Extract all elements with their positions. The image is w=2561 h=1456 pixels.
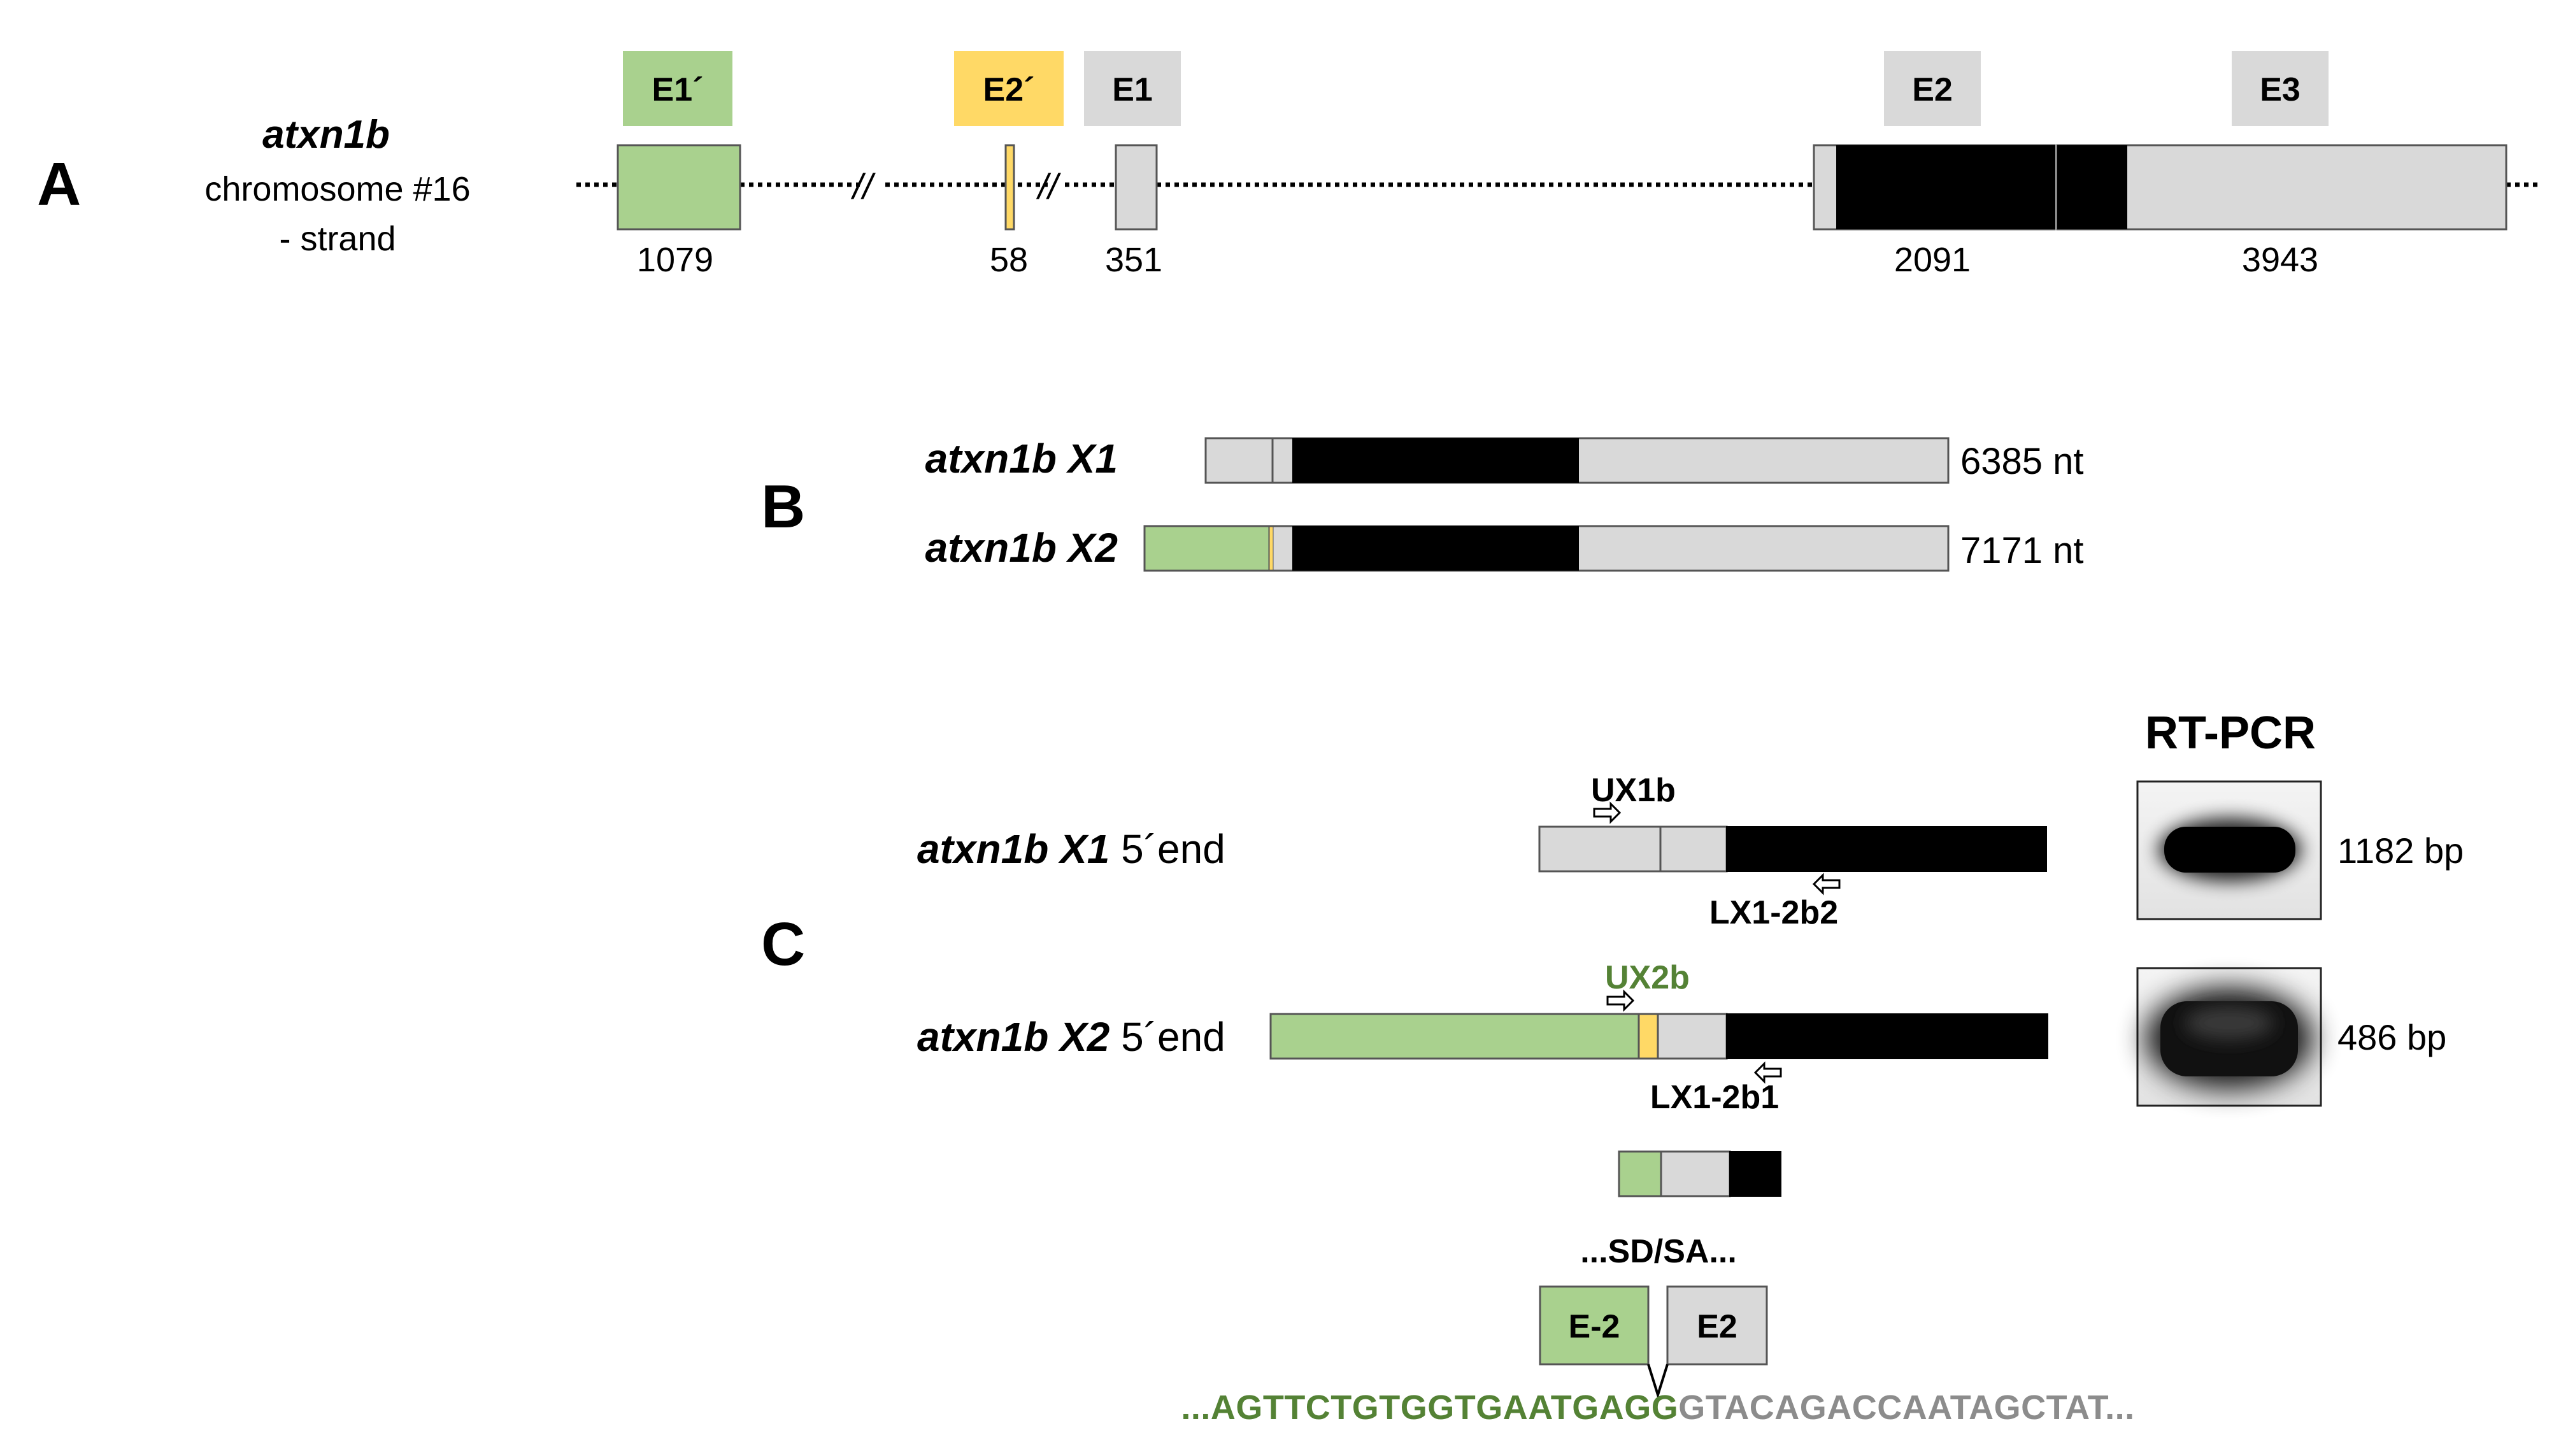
transcript-x2-e1prime	[1143, 525, 1271, 572]
junction-zoom-green	[1618, 1150, 1662, 1197]
splice-junction-caret	[1647, 1364, 1669, 1399]
panel-a-letter: A	[37, 150, 81, 218]
row-x1-utr-exon2	[1659, 825, 1728, 873]
panel-b: B atxn1b X1 6385 nt atxn1b X2 7171 nt	[761, 436, 2084, 572]
rt-pcr-title: RT-PCR	[2145, 708, 2316, 759]
junction-zoom-gray	[1660, 1150, 1731, 1197]
panel-b-letter: B	[761, 473, 805, 541]
transcript-x1-length: 6385 nt	[1960, 441, 2084, 482]
exon-e1-tag	[1084, 51, 1181, 126]
exon-e1-length: 351	[1105, 241, 1162, 279]
gel-band-x2-size: 486 bp	[2337, 1017, 2446, 1057]
primer-ux2b-label: UX2b	[1605, 959, 1690, 996]
gel-band-x1	[2164, 827, 2295, 873]
primer-ux1b-arrow-icon	[1593, 801, 1622, 824]
gel-band-x1-size: 1182 bp	[2337, 831, 2464, 871]
row-x1-name: atxn1b X1 5´end	[917, 826, 1225, 872]
exon-e1prime-label: E1´	[652, 71, 704, 108]
exon-e2-cds	[1836, 145, 2055, 229]
exon-e3-box	[2056, 144, 2507, 231]
junction-zoom-cds	[1729, 1151, 1781, 1197]
exon-e2prime-label: E2´	[983, 71, 1035, 108]
row-x2-e2prime	[1637, 1013, 1659, 1060]
row-x2-name: atxn1b X2 5´end	[917, 1014, 1225, 1060]
exon-e3-cds	[2057, 145, 2127, 229]
exon-e3-label: E3	[2260, 71, 2301, 108]
transcript-x1-cds	[1292, 438, 1579, 483]
row-x1-cds	[1726, 826, 2047, 872]
row-x2-e1prime	[1269, 1013, 1640, 1060]
exon-e2prime-box	[1004, 144, 1015, 231]
panel-c-letter: C	[761, 910, 805, 978]
sequence-exon-e-2: ...AGTTCTGTGGTGAATGAGG	[1181, 1388, 1678, 1427]
row-x1-suffix: 5´end	[1109, 826, 1225, 872]
row-x2-cds	[1726, 1013, 2048, 1059]
junction-exon-e-2-label: E-2	[1569, 1308, 1620, 1345]
panel-c: C RT-PCR atxn1b X1 5´end UX1b LX1-2b2 11…	[761, 708, 2464, 1427]
transcript-x2-cds	[1292, 526, 1579, 571]
exon-e2-tag	[1884, 51, 1981, 126]
row-x1-utr-exon1	[1538, 825, 1662, 873]
primer-ux2b-arrow-icon	[1606, 989, 1635, 1012]
junction-exon-e2	[1666, 1285, 1768, 1366]
row-x2-transcript: atxn1b X2	[917, 1014, 1109, 1060]
row-x2-suffix: 5´end	[1109, 1014, 1225, 1060]
strand-label: - strand	[279, 220, 396, 258]
primer-ux1b-label: UX1b	[1591, 772, 1676, 809]
exon-e2-label: E2	[1912, 71, 1953, 108]
primer-lx1-2b2-label: LX1-2b2	[1709, 894, 1838, 931]
break-mark-1: //	[850, 166, 876, 206]
junction-sequence: ...AGTTCTGTGGTGAATGAGGGTACAGACCAATAGCTAT…	[1181, 1388, 2134, 1427]
transcript-x1-name: atxn1b X1	[925, 436, 1118, 482]
transcript-x2-name: atxn1b X2	[925, 525, 1118, 571]
transcript-x2-e2prime	[1269, 526, 1274, 571]
exon-e1-box	[1115, 144, 1158, 231]
sequence-exon-e2: GTACAGACCAATAGCTAT...	[1678, 1388, 2134, 1427]
exon-e2-length: 2091	[1894, 241, 1971, 279]
exon-e1-label: E1	[1112, 71, 1153, 108]
exon-e1prime-box	[617, 144, 741, 231]
exon-e2prime-length: 58	[990, 241, 1028, 279]
exon-e2prime-tag	[954, 51, 1064, 126]
exon-e3-length: 3943	[2242, 241, 2318, 279]
row-x2-utr-exon	[1657, 1013, 1728, 1060]
transcript-x2-length: 7171 nt	[1960, 530, 2084, 571]
chromosome-label: chromosome #16	[204, 170, 470, 208]
junction-exon-e-2	[1539, 1285, 1650, 1366]
primer-lx1-2b1-arrow-icon	[1753, 1061, 1782, 1084]
junction-exon-e2-label: E2	[1697, 1308, 1737, 1345]
break-mark-2: //	[1036, 166, 1062, 206]
primer-lx1-2b1-label: LX1-2b1	[1650, 1079, 1779, 1116]
gene-name: atxn1b	[262, 113, 390, 157]
primer-lx1-2b2-arrow-icon	[1812, 873, 1841, 896]
gel-band-x2-center	[2185, 1006, 2274, 1039]
panel-a: A atxn1b chromosome #16 - strand // // E…	[37, 51, 2541, 279]
splice-site-label: ...SD/SA...	[1580, 1233, 1737, 1270]
exon-e1prime-length: 1079	[637, 241, 713, 279]
exon-e1prime-tag	[623, 51, 732, 126]
row-x1-transcript: atxn1b X1	[917, 826, 1109, 872]
exon-e3-tag	[2232, 51, 2329, 126]
